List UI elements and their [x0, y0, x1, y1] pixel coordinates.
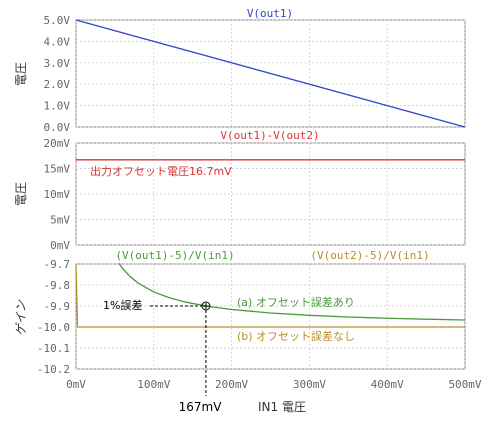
x-tick-label: 0mV [66, 378, 86, 391]
label-b: (b) オフセット誤差なし [237, 329, 355, 343]
y-tick-label: 15mV [44, 163, 71, 176]
x-tick-label: 400mV [371, 378, 404, 391]
x-axis-label: IN1 電圧 [258, 400, 306, 414]
y-tick-labels: 0mV 5mV 10mV 15mV 20mV [44, 137, 71, 252]
y-tick-label: 3.0V [44, 57, 71, 70]
series-layer [75, 19, 466, 128]
plot-frame [75, 142, 466, 246]
y-tick-label: 2.0V [44, 78, 71, 91]
y-tick-label: 5.0V [44, 14, 71, 27]
y-tick-label: 1.0V [44, 100, 71, 113]
y-axis-label: ゲイン [14, 299, 28, 336]
point-label: 1%誤差 [103, 298, 142, 312]
grid [75, 19, 466, 128]
legend-series-b: (V(out2)-5)/V(in1) [310, 249, 429, 262]
y-tick-label: -10.0 [37, 321, 70, 334]
chart-title: V(out1) [247, 7, 293, 20]
y-tick-label: 20mV [44, 137, 71, 150]
x-tick-label: 300mV [293, 378, 326, 391]
y-tick-label: 0.0V [44, 121, 71, 134]
label-a: (a) オフセット誤差あり [237, 295, 355, 309]
offset-annotation: 出力オフセット電圧16.7mV [90, 164, 232, 178]
plot-frame [75, 263, 466, 370]
y-tick-label: 4.0V [44, 35, 71, 48]
y-axis-label: 電圧 [14, 182, 28, 206]
y-tick-label: -9.9 [44, 300, 71, 313]
panel-out1: 0.0V 1.0V 2.0V 3.0V 4.0V 5.0V V(out1) 電圧 [14, 7, 466, 134]
error-point-marker [201, 301, 211, 311]
y-tick-label: -9.8 [44, 279, 71, 292]
error-markers [150, 301, 211, 396]
series-line [75, 19, 466, 128]
x-tick-label: 500mV [448, 378, 481, 391]
y-tick-label: 10mV [44, 188, 71, 201]
series-line [75, 263, 465, 328]
x-marker-label: 167mV [179, 400, 223, 414]
y-tick-label: 0mV [50, 239, 70, 252]
legend-series-a: (V(out1)-5)/V(in1) [115, 249, 234, 262]
y-tick-label: -10.2 [37, 363, 70, 376]
chart-title: V(out1)-V(out2) [220, 129, 319, 142]
x-tick-label: 200mV [215, 378, 248, 391]
y-axis-label: 電圧 [14, 62, 28, 86]
panel-gain: -10.2 -10.1 -10.0 -9.9 -9.8 -9.7 0mV 100mV 200m… [14, 249, 482, 414]
x-tick-labels: 0mV 100mV 200mV 300mV 400mV 500mV [66, 378, 482, 391]
y-tick-labels: 0.0V 1.0V 2.0V 3.0V 4.0V 5.0V [44, 14, 71, 134]
y-tick-label: -10.1 [37, 342, 70, 355]
x-tick-label: 100mV [137, 378, 170, 391]
y-tick-labels: -10.2 -10.1 -10.0 -9.9 -9.8 -9.7 [37, 258, 70, 376]
y-tick-label: 5mV [50, 214, 70, 227]
panel-diff: 0mV 5mV 10mV 15mV 20mV V(out1)-V(out2) 電圧 出力… [14, 129, 466, 252]
y-tick-label: -9.7 [44, 258, 71, 271]
